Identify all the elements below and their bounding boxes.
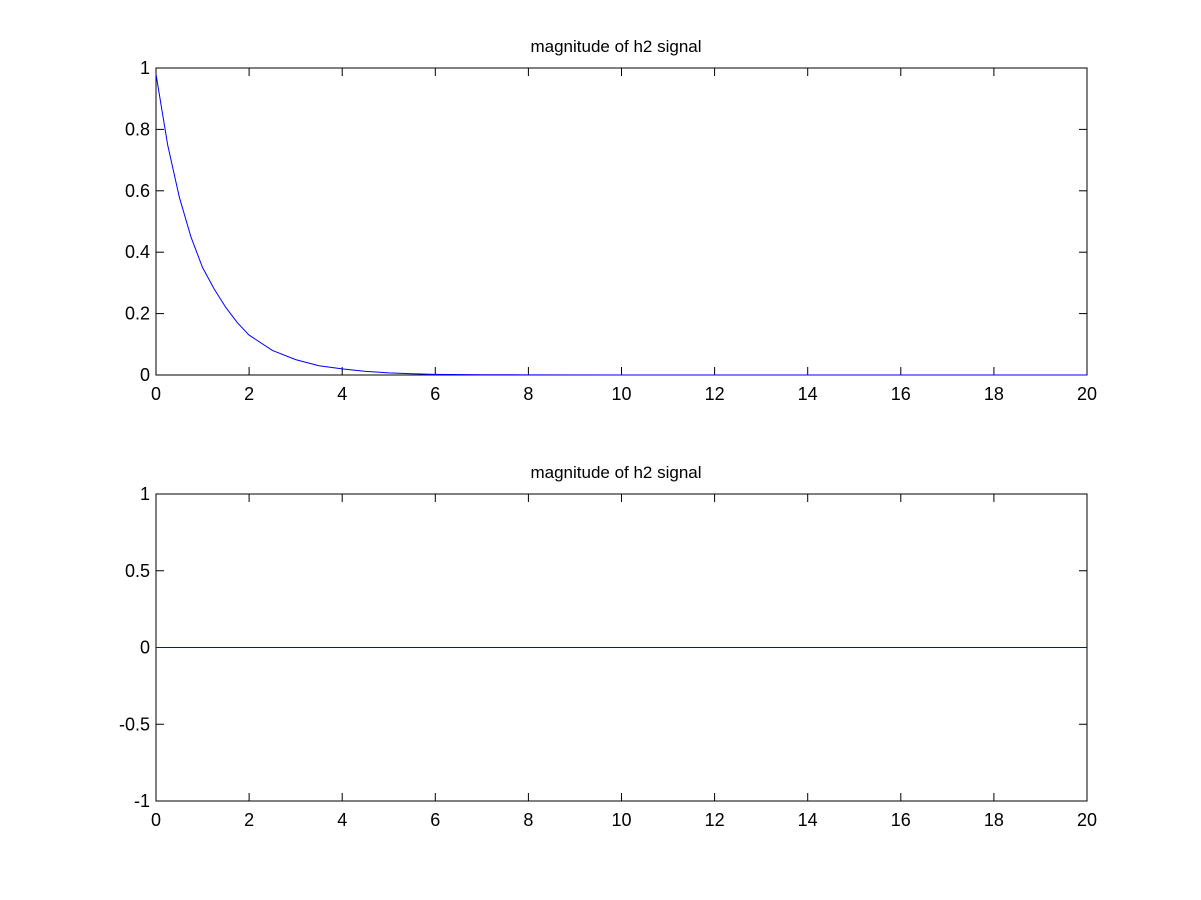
plot-top-x-tick-label: 20	[1077, 384, 1097, 404]
plot-bottom-x-tick-label: 12	[705, 810, 725, 830]
plot-bottom-title: magnitude of h2 signal	[530, 463, 701, 482]
plot-top-y-tick-label: 0.8	[125, 119, 150, 139]
plot-top-y-tick-label: 0.6	[125, 181, 150, 201]
plot-top-y-tick-label: 0.2	[125, 304, 150, 324]
plot-bottom-y-ticks: -1 -0.5 0 0.5 1	[119, 484, 1087, 811]
plot-bottom-y-tick-label: 0.5	[125, 561, 150, 581]
plot-bottom-x-tick-label: 10	[611, 810, 631, 830]
plot-bottom: magnitude of h2 signal 0 2 4 6 8 10 12 14 16 18 20…	[119, 463, 1097, 830]
plot-top-x-tick-label: 14	[798, 384, 818, 404]
plot-top-series-line	[155, 74, 1087, 376]
plot-top-y-tick-label: 1	[140, 58, 150, 78]
plot-top: magnitude of h2 signal 0 2 4 6 8 10 12 14 16 18 20…	[125, 37, 1097, 404]
plot-top-x-tick-label: 18	[984, 384, 1004, 404]
plot-top-x-tick-label: 8	[523, 384, 533, 404]
plot-bottom-x-tick-label: 0	[151, 810, 161, 830]
plot-bottom-y-tick-label: 1	[140, 484, 150, 504]
plot-top-x-tick-label: 4	[337, 384, 347, 404]
plot-top-x-ticks: 0 2 4 6 8 10 12 14 16 18 20	[151, 68, 1097, 404]
plot-bottom-x-tick-label: 16	[891, 810, 911, 830]
plot-top-y-tick-label: 0	[140, 365, 150, 385]
plot-top-title: magnitude of h2 signal	[530, 37, 701, 56]
plot-bottom-x-ticks: 0 2 4 6 8 10 12 14 16 18 20	[151, 494, 1097, 830]
plot-top-x-tick-label: 12	[705, 384, 725, 404]
plot-top-x-tick-label: 16	[891, 384, 911, 404]
plot-bottom-x-tick-label: 2	[244, 810, 254, 830]
plot-top-x-tick-label: 6	[430, 384, 440, 404]
plot-bottom-y-tick-label: 0	[140, 638, 150, 658]
plot-top-y-tick-label: 0.4	[125, 242, 150, 262]
plot-top-x-tick-label: 10	[611, 384, 631, 404]
plot-bottom-x-tick-label: 14	[798, 810, 818, 830]
plot-bottom-y-tick-label: -1	[134, 791, 150, 811]
plot-bottom-x-tick-label: 18	[984, 810, 1004, 830]
plot-top-x-tick-label: 2	[244, 384, 254, 404]
plot-bottom-x-tick-label: 6	[430, 810, 440, 830]
plot-bottom-x-tick-label: 20	[1077, 810, 1097, 830]
plot-bottom-y-tick-label: -0.5	[119, 714, 150, 734]
plot-top-x-tick-label: 0	[151, 384, 161, 404]
plot-bottom-x-tick-label: 4	[337, 810, 347, 830]
plot-bottom-x-tick-label: 8	[523, 810, 533, 830]
